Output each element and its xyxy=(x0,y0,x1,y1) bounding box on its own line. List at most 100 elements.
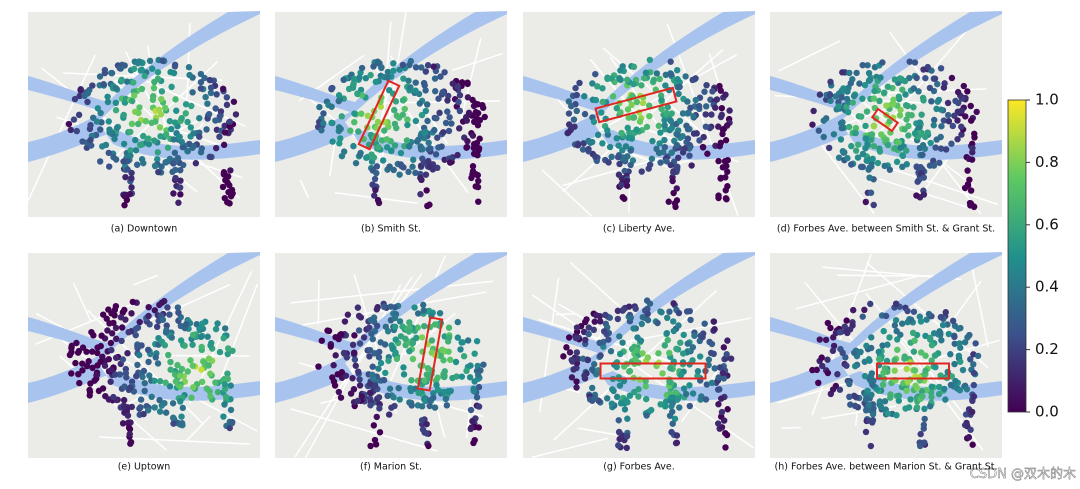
data-point xyxy=(396,171,403,178)
data-point xyxy=(480,361,487,368)
data-point xyxy=(151,162,159,170)
data-point xyxy=(967,187,975,194)
data-point xyxy=(645,165,652,172)
data-point xyxy=(715,401,722,408)
data-point xyxy=(369,167,377,174)
data-point xyxy=(617,109,624,116)
data-point xyxy=(870,95,878,102)
data-point xyxy=(920,66,927,73)
data-point xyxy=(111,371,119,378)
data-point xyxy=(384,392,391,400)
data-point xyxy=(396,396,403,403)
data-point xyxy=(908,112,915,119)
data-point xyxy=(104,98,112,106)
data-point xyxy=(890,96,897,103)
data-point xyxy=(412,64,420,71)
data-point xyxy=(375,354,383,361)
data-point xyxy=(177,337,185,344)
data-point xyxy=(205,110,213,118)
data-point xyxy=(696,353,704,360)
data-point xyxy=(875,348,882,356)
data-point xyxy=(445,127,453,135)
data-point xyxy=(119,356,127,363)
data-point xyxy=(423,187,430,194)
data-point xyxy=(71,95,79,103)
data-point xyxy=(473,337,481,345)
data-point xyxy=(644,316,652,324)
data-point xyxy=(954,88,962,96)
data-point xyxy=(366,380,374,387)
data-point xyxy=(896,112,904,119)
data-point xyxy=(844,109,852,116)
data-point xyxy=(947,381,955,389)
data-point xyxy=(128,403,136,411)
data-point xyxy=(196,325,203,333)
data-point xyxy=(431,75,439,82)
data-point xyxy=(355,327,363,334)
data-point xyxy=(224,345,232,352)
data-point xyxy=(865,166,872,173)
data-point xyxy=(373,163,381,170)
data-point xyxy=(424,202,431,210)
data-point xyxy=(897,106,904,114)
data-point xyxy=(624,415,631,422)
data-point xyxy=(381,303,388,311)
data-point xyxy=(623,444,630,452)
data-point xyxy=(370,154,378,161)
data-point xyxy=(440,129,447,136)
data-point xyxy=(903,116,910,123)
data-point xyxy=(920,425,927,432)
data-point xyxy=(659,370,666,377)
data-point xyxy=(926,403,934,410)
data-point xyxy=(716,82,723,90)
data-point xyxy=(962,411,970,418)
data-point xyxy=(669,399,676,407)
data-point xyxy=(399,323,406,330)
data-point xyxy=(431,126,438,134)
data-point xyxy=(395,384,402,392)
data-point xyxy=(711,365,718,372)
data-point xyxy=(469,132,477,139)
data-point xyxy=(709,88,716,95)
data-point xyxy=(966,331,973,339)
data-point xyxy=(839,349,846,357)
data-point xyxy=(947,351,954,358)
data-point xyxy=(392,336,399,343)
data-point xyxy=(221,381,229,388)
data-point xyxy=(608,400,616,407)
data-point xyxy=(446,114,453,121)
data-point xyxy=(703,103,710,110)
data-point xyxy=(942,309,949,316)
data-point xyxy=(875,355,883,363)
data-point xyxy=(970,203,978,210)
data-point xyxy=(895,392,903,399)
data-point xyxy=(662,82,669,89)
data-point xyxy=(698,393,705,400)
data-point xyxy=(177,322,184,330)
data-point xyxy=(922,74,929,82)
data-point xyxy=(862,145,869,152)
data-point xyxy=(656,140,663,147)
data-point xyxy=(362,74,370,82)
data-point xyxy=(221,194,228,202)
data-point xyxy=(351,332,358,339)
data-point xyxy=(182,110,189,117)
data-point xyxy=(819,362,826,370)
data-point xyxy=(565,110,573,117)
data-point xyxy=(722,444,729,451)
data-point xyxy=(571,123,578,130)
data-point xyxy=(403,137,411,144)
data-point xyxy=(866,417,873,424)
data-point xyxy=(857,113,865,120)
data-point xyxy=(227,382,234,389)
data-point xyxy=(572,334,580,342)
data-point xyxy=(87,121,94,129)
data-point xyxy=(190,142,197,150)
data-point xyxy=(140,367,148,375)
data-point xyxy=(658,96,665,104)
data-point xyxy=(118,324,126,331)
data-point xyxy=(679,110,687,117)
data-point xyxy=(911,59,919,66)
data-point xyxy=(418,334,426,341)
data-point xyxy=(198,343,205,351)
